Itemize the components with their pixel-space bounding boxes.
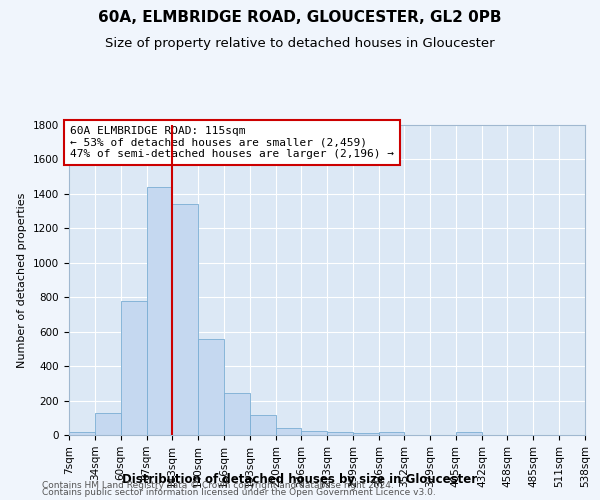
Bar (95, 412, 121, 435)
Bar (121, 300, 147, 435)
Y-axis label: Number of detached properties: Number of detached properties (17, 192, 28, 368)
Bar (224, 393, 250, 435)
Bar (198, 340, 224, 435)
Bar (456, 432, 482, 435)
Bar (328, 432, 353, 435)
Text: Size of property relative to detached houses in Gloucester: Size of property relative to detached ho… (105, 38, 495, 51)
Text: Distribution of detached houses by size in Gloucester: Distribution of detached houses by size … (122, 474, 478, 486)
Bar (353, 434, 379, 435)
Text: 60A, ELMBRIDGE ROAD, GLOUCESTER, GL2 0PB: 60A, ELMBRIDGE ROAD, GLOUCESTER, GL2 0PB (98, 10, 502, 25)
Text: Contains HM Land Registry data © Crown copyright and database right 2024.: Contains HM Land Registry data © Crown c… (42, 480, 394, 490)
Bar (69, 432, 95, 435)
Text: 60A ELMBRIDGE ROAD: 115sqm
← 53% of detached houses are smaller (2,459)
47% of s: 60A ELMBRIDGE ROAD: 115sqm ← 53% of deta… (70, 126, 394, 159)
Bar (250, 415, 276, 435)
Bar (276, 428, 301, 435)
Bar (147, 187, 172, 435)
Text: Contains public sector information licensed under the Open Government Licence v3: Contains public sector information licen… (42, 488, 436, 497)
Bar (172, 204, 198, 435)
Bar (379, 432, 404, 435)
Bar (301, 430, 328, 435)
